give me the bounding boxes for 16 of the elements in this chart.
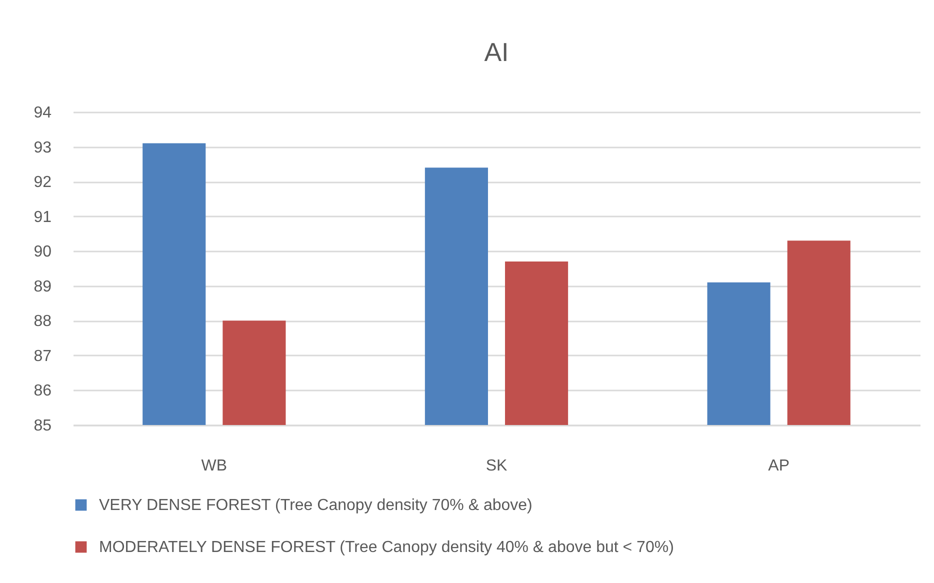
y-tick-label: 85: [34, 418, 52, 434]
y-tick-label: 94: [34, 104, 52, 122]
y-tick-label: 90: [34, 244, 52, 261]
y-tick-label: 86: [34, 382, 52, 400]
y-tick-label: 87: [34, 348, 52, 365]
legend-label: VERY DENSE FOREST (Tree Canopy density 70% & above): [99, 497, 532, 514]
x-tick-label: WB: [201, 458, 228, 474]
legend-label: MODERATELY DENSE FOREST (Tree Canopy density 40% & above but < 70%): [99, 539, 674, 556]
y-tick-label: 92: [34, 174, 52, 192]
y-tick-label: 88: [34, 313, 52, 330]
chart-title: AI: [484, 37, 509, 67]
y-tick-label: 93: [34, 139, 52, 156]
y-tick-label: 91: [34, 208, 52, 226]
x-tick-label: SK: [486, 458, 508, 474]
x-tick-label: AP: [768, 458, 790, 474]
y-tick-label: 89: [34, 278, 52, 296]
